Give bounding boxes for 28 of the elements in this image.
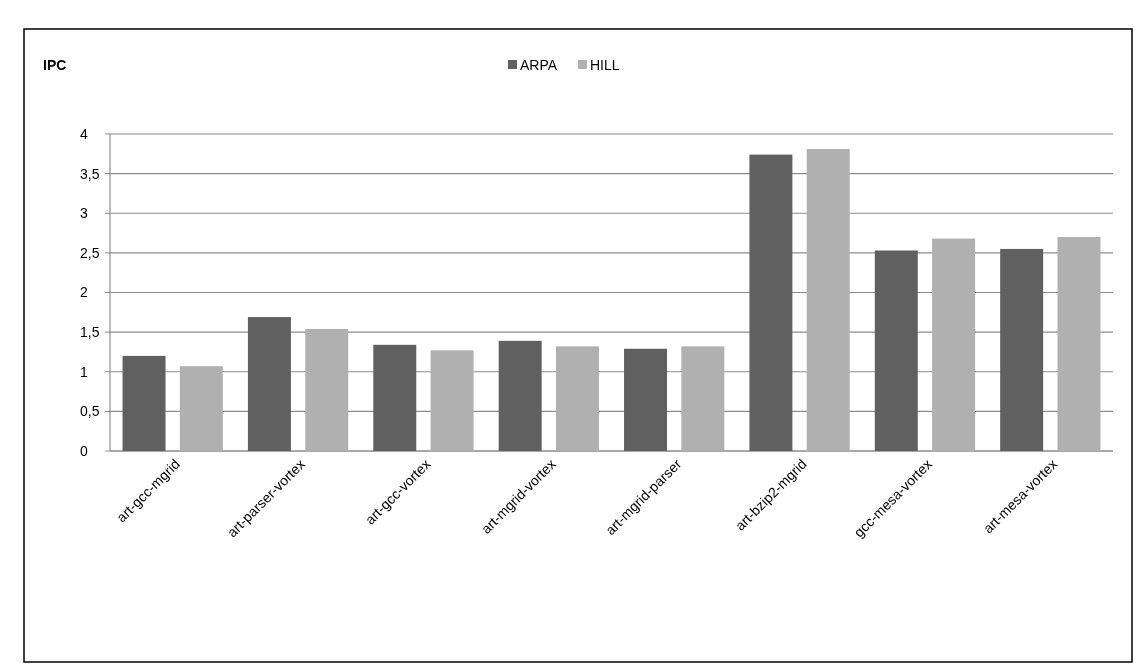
bar	[498, 340, 542, 451]
bar	[179, 366, 223, 451]
bar	[555, 346, 599, 451]
y-tick-label: 1,5	[80, 324, 100, 341]
bar	[1057, 237, 1101, 451]
bar	[749, 154, 793, 451]
bar	[430, 350, 474, 451]
bar	[624, 348, 668, 451]
bar	[932, 238, 976, 451]
y-tick-label: 4	[80, 125, 88, 142]
bar	[247, 317, 291, 451]
bar	[122, 355, 166, 451]
y-tick-label: 0,5	[80, 403, 100, 420]
y-tick-label: 3	[80, 205, 88, 222]
legend-label: ARPA	[520, 56, 558, 73]
bar	[681, 346, 725, 451]
bar	[806, 149, 850, 451]
bar	[373, 344, 417, 451]
y-tick-label: 0	[80, 442, 88, 459]
y-axis-title: IPC	[43, 57, 67, 73]
bar	[1000, 248, 1044, 451]
bar	[305, 328, 349, 451]
y-tick-label: 3,5	[80, 165, 100, 182]
legend-label: HILL	[590, 56, 620, 73]
bar	[874, 250, 918, 451]
y-tick-label: 2,5	[80, 244, 100, 261]
y-tick-label: 2	[80, 284, 88, 301]
y-tick-label: 1	[80, 363, 88, 380]
